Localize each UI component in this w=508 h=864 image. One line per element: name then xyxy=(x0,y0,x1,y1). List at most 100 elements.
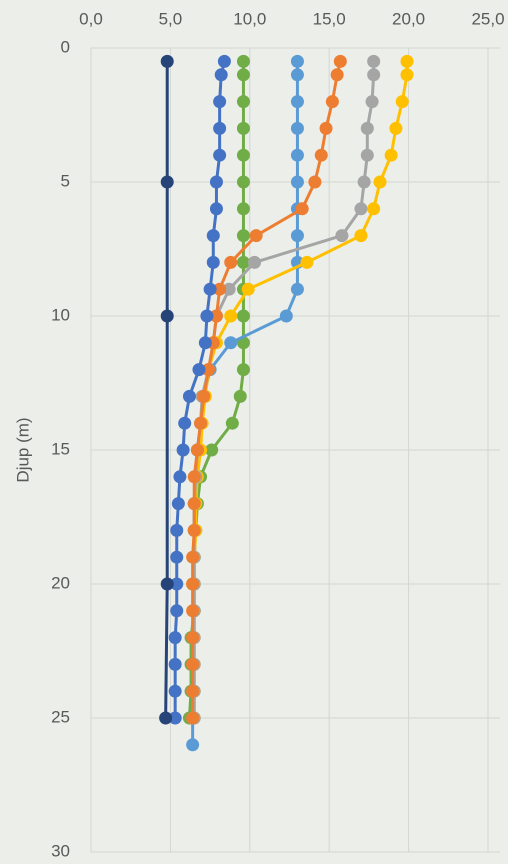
data-point xyxy=(186,604,200,618)
data-point xyxy=(168,711,182,725)
data-point xyxy=(236,148,250,162)
data-point xyxy=(236,255,250,269)
data-point xyxy=(290,54,304,68)
data-point xyxy=(170,550,184,564)
data-point xyxy=(209,175,223,189)
data-point xyxy=(213,282,227,296)
data-point xyxy=(209,309,223,323)
data-point xyxy=(224,255,238,269)
data-point xyxy=(160,175,174,189)
data-point xyxy=(325,95,339,109)
data-point xyxy=(217,54,231,68)
data-point xyxy=(187,497,201,511)
data-point xyxy=(233,389,247,403)
data-point xyxy=(176,443,190,457)
data-point xyxy=(295,202,309,216)
x-tick-label: 15,0 xyxy=(313,9,346,28)
data-point xyxy=(203,282,217,296)
data-point xyxy=(335,229,349,243)
data-point xyxy=(186,550,200,564)
data-point xyxy=(209,202,223,216)
data-point xyxy=(186,684,200,698)
data-point xyxy=(319,121,333,135)
data-point xyxy=(300,255,314,269)
data-point xyxy=(290,68,304,82)
data-point xyxy=(279,309,293,323)
data-point xyxy=(314,148,328,162)
data-point xyxy=(236,175,250,189)
data-point xyxy=(308,175,322,189)
data-point xyxy=(182,389,196,403)
data-point xyxy=(186,711,200,725)
data-point xyxy=(186,631,200,645)
data-point xyxy=(197,389,211,403)
data-point xyxy=(213,95,227,109)
data-point xyxy=(290,121,304,135)
x-tick-label: 20,0 xyxy=(392,9,425,28)
data-point xyxy=(241,282,255,296)
x-tick-label: 0,0 xyxy=(79,9,103,28)
data-point xyxy=(373,175,387,189)
data-point xyxy=(395,95,409,109)
data-point xyxy=(194,416,208,430)
data-point xyxy=(367,68,381,82)
data-point xyxy=(160,309,174,323)
data-point xyxy=(354,202,368,216)
x-tick-label: 5,0 xyxy=(159,9,183,28)
data-point xyxy=(236,95,250,109)
data-point xyxy=(213,121,227,135)
data-point xyxy=(290,148,304,162)
data-point xyxy=(236,229,250,243)
data-point xyxy=(168,684,182,698)
data-point xyxy=(214,68,228,82)
data-point xyxy=(360,148,374,162)
data-point xyxy=(186,738,200,752)
data-point xyxy=(222,282,236,296)
y-tick-label: 5 xyxy=(61,171,70,190)
data-point xyxy=(290,282,304,296)
data-point xyxy=(202,363,216,377)
data-point xyxy=(236,68,250,82)
x-tick-label: 10,0 xyxy=(233,9,266,28)
data-point xyxy=(290,229,304,243)
y-tick-label: 20 xyxy=(51,573,70,592)
y-tick-label: 30 xyxy=(51,841,70,860)
data-point xyxy=(200,309,214,323)
data-point xyxy=(236,202,250,216)
data-point xyxy=(170,604,184,618)
data-point xyxy=(330,68,344,82)
data-point xyxy=(171,497,185,511)
data-point xyxy=(236,309,250,323)
data-point xyxy=(159,711,173,725)
series-line xyxy=(164,61,169,719)
data-point xyxy=(367,202,381,216)
data-point xyxy=(225,416,239,430)
data-point xyxy=(173,470,187,484)
data-point xyxy=(224,309,238,323)
data-point xyxy=(224,336,238,350)
data-point xyxy=(333,54,347,68)
y-tick-label: 25 xyxy=(51,707,70,726)
data-point xyxy=(236,121,250,135)
data-point xyxy=(187,523,201,537)
data-point xyxy=(236,363,250,377)
data-point xyxy=(170,577,184,591)
data-point xyxy=(160,577,174,591)
data-point xyxy=(400,54,414,68)
data-point xyxy=(186,577,200,591)
data-point xyxy=(354,229,368,243)
data-point xyxy=(206,255,220,269)
data-point xyxy=(249,229,263,243)
y-tick-label: 10 xyxy=(51,305,70,324)
data-point xyxy=(360,121,374,135)
y-axis-label: Djup (m) xyxy=(13,417,32,482)
data-point xyxy=(290,175,304,189)
data-point xyxy=(170,523,184,537)
data-point xyxy=(213,148,227,162)
data-point xyxy=(206,229,220,243)
data-point xyxy=(357,175,371,189)
data-point xyxy=(168,657,182,671)
data-point xyxy=(198,336,212,350)
